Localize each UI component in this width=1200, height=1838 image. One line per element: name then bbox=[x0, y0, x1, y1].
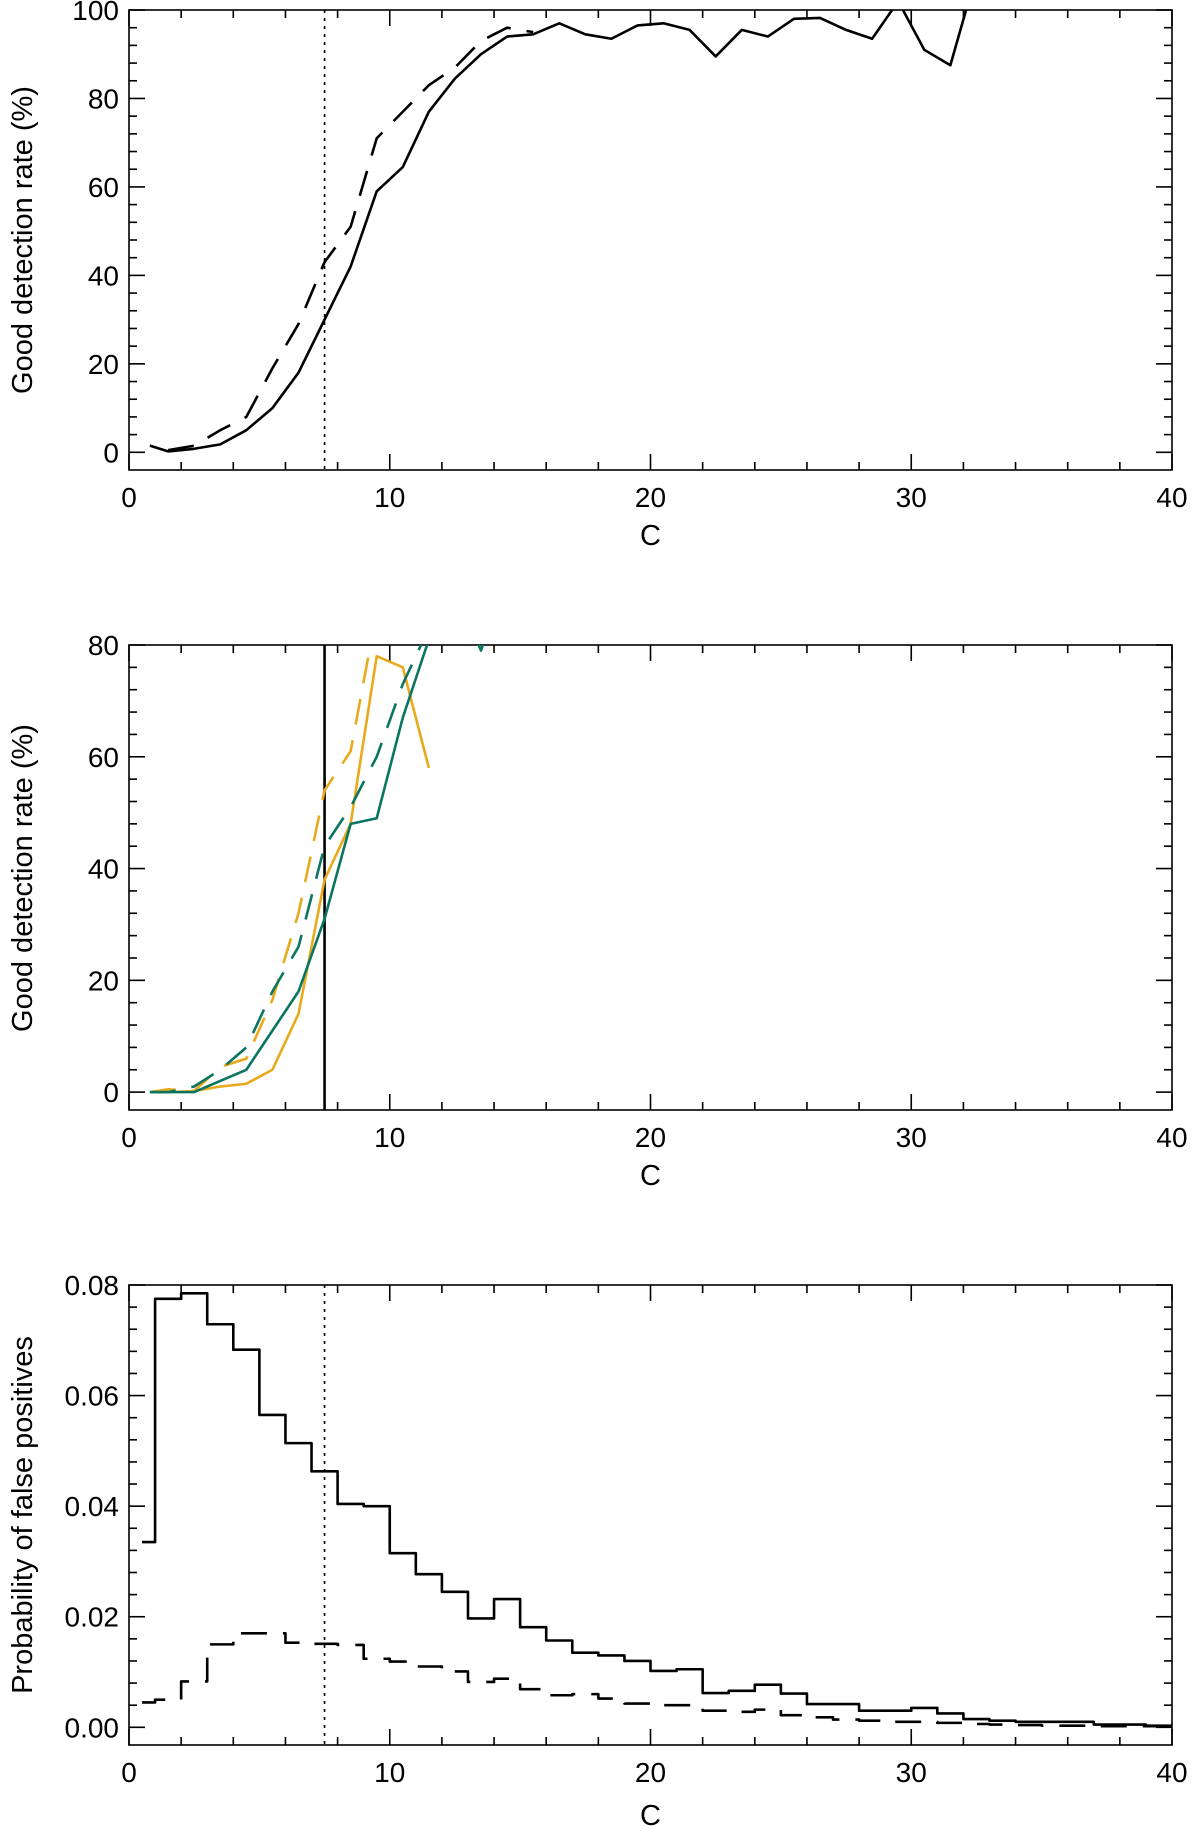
y-tick-label: 0.06 bbox=[65, 1381, 120, 1412]
y-axis-label: Good detection rate (%) bbox=[7, 86, 39, 394]
plot-area bbox=[149, 645, 485, 1110]
plot-frame bbox=[128, 1284, 1173, 1746]
series-line-1 bbox=[149, 10, 968, 453]
y-tick-label: 80 bbox=[88, 630, 119, 661]
y-tick-label: 0 bbox=[103, 1077, 119, 1108]
y-tick-label: 60 bbox=[88, 742, 119, 773]
y-tick-label: 80 bbox=[88, 83, 119, 114]
x-tick-label: 40 bbox=[1156, 1757, 1187, 1788]
x-tick-label: 30 bbox=[896, 1122, 927, 1153]
y-tick-label: 0.04 bbox=[65, 1491, 120, 1522]
chart-panel-1: 0 10 20 30 40 0 20 40 60 80 100 C Good detection rat… bbox=[7, 0, 1188, 552]
x-tick-label: 30 bbox=[896, 482, 927, 513]
x-tick-label: 0 bbox=[121, 482, 137, 513]
x-tick-label: 0 bbox=[121, 1122, 137, 1153]
y-axis-label: Good detection rate (%) bbox=[7, 724, 39, 1032]
x-axis-label: C bbox=[640, 1800, 661, 1832]
y-tick-label: 60 bbox=[88, 172, 119, 203]
y-tick-label: 40 bbox=[88, 260, 119, 291]
x-axis-label: C bbox=[640, 520, 661, 552]
y-tick-label: 0.00 bbox=[65, 1712, 120, 1743]
y-tick-label: 20 bbox=[88, 965, 119, 996]
x-tick-label: 10 bbox=[374, 482, 405, 513]
x-tick-label: 40 bbox=[1156, 1122, 1187, 1153]
series-line-4 bbox=[149, 645, 423, 1094]
x-tick-label: 40 bbox=[1156, 482, 1187, 513]
y-axis-label: Probability of false positives bbox=[7, 1336, 39, 1694]
x-axis-label: C bbox=[640, 1160, 661, 1192]
x-tick-label: 10 bbox=[374, 1122, 405, 1153]
y-tick-label: 20 bbox=[88, 349, 119, 380]
series-line-1 bbox=[149, 654, 431, 1094]
x-tick-label: 20 bbox=[635, 1122, 666, 1153]
series-line-2 bbox=[167, 26, 534, 452]
series-line-2 bbox=[149, 645, 372, 1094]
x-tick-label: 30 bbox=[896, 1757, 927, 1788]
x-tick-label: 20 bbox=[635, 482, 666, 513]
x-tick-label: 20 bbox=[635, 1757, 666, 1788]
x-tick-label: 0 bbox=[121, 1757, 137, 1788]
y-tick-label: 0.08 bbox=[65, 1270, 120, 1301]
series-line-3 bbox=[149, 645, 485, 1094]
plot-frame bbox=[128, 9, 1173, 471]
chart-panel-2: 0 10 20 30 40 0 20 40 60 80 C Good detection rate (… bbox=[7, 630, 1188, 1192]
plot-area bbox=[142, 1285, 1172, 1745]
y-tick-label: 40 bbox=[88, 854, 119, 885]
plot-area bbox=[149, 10, 968, 470]
y-tick-label: 100 bbox=[72, 0, 119, 26]
y-tick-label: 0.02 bbox=[65, 1602, 120, 1633]
chart-panel-3: 0 10 20 30 40 0.00 0.02 0.04 0.06 0.08 C Probabilit… bbox=[7, 1270, 1188, 1832]
x-tick-label: 10 bbox=[374, 1757, 405, 1788]
y-tick-label: 0 bbox=[103, 437, 119, 468]
series-line-2 bbox=[142, 1632, 1172, 1728]
series-line-1 bbox=[142, 1291, 1172, 1727]
